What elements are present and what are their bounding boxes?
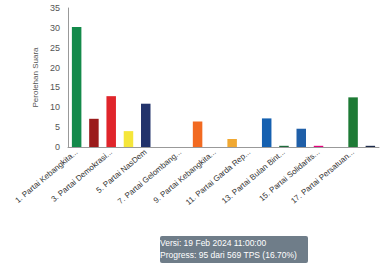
svg-text:10: 10 xyxy=(50,102,60,112)
svg-text:15: 15 xyxy=(50,82,60,92)
svg-text:1. Partai Kebangkita...: 1. Partai Kebangkita... xyxy=(13,148,79,206)
svg-text:35: 35 xyxy=(50,3,60,13)
svg-text:11. Partai Garda Rep...: 11. Partai Garda Rep... xyxy=(184,148,252,207)
svg-text:0: 0 xyxy=(55,142,60,152)
svg-text:5: 5 xyxy=(55,122,60,132)
svg-text:3. Partai Demokrasi...: 3. Partai Demokrasi... xyxy=(49,148,114,204)
svg-text:15. Partai Solidarits...: 15. Partai Solidarits... xyxy=(257,148,321,204)
svg-text:Progress: 95 dari 569 TPS (16.: Progress: 95 dari 569 TPS (16.70%) xyxy=(160,250,297,260)
svg-text:5. Partai NasDem: 5. Partai NasDem xyxy=(94,147,149,195)
svg-text:7. Partai Gelombang...: 7. Partai Gelombang... xyxy=(116,148,183,206)
svg-text:25: 25 xyxy=(50,43,60,53)
svg-text:13. Partai Bulan Bint...: 13. Partai Bulan Bint... xyxy=(220,148,287,206)
svg-text:20: 20 xyxy=(50,63,60,73)
svg-text:30: 30 xyxy=(50,23,60,33)
svg-text:Versi: 19 Feb 2024 11:00:00: Versi: 19 Feb 2024 11:00:00 xyxy=(160,238,266,248)
svg-text:9. Partai Kebangkita...: 9. Partai Kebangkita... xyxy=(152,148,218,206)
svg-text:Perolehan Suara: Perolehan Suara xyxy=(31,47,40,108)
svg-text:17. Partai Persatuan...: 17. Partai Persatuan... xyxy=(289,148,356,206)
